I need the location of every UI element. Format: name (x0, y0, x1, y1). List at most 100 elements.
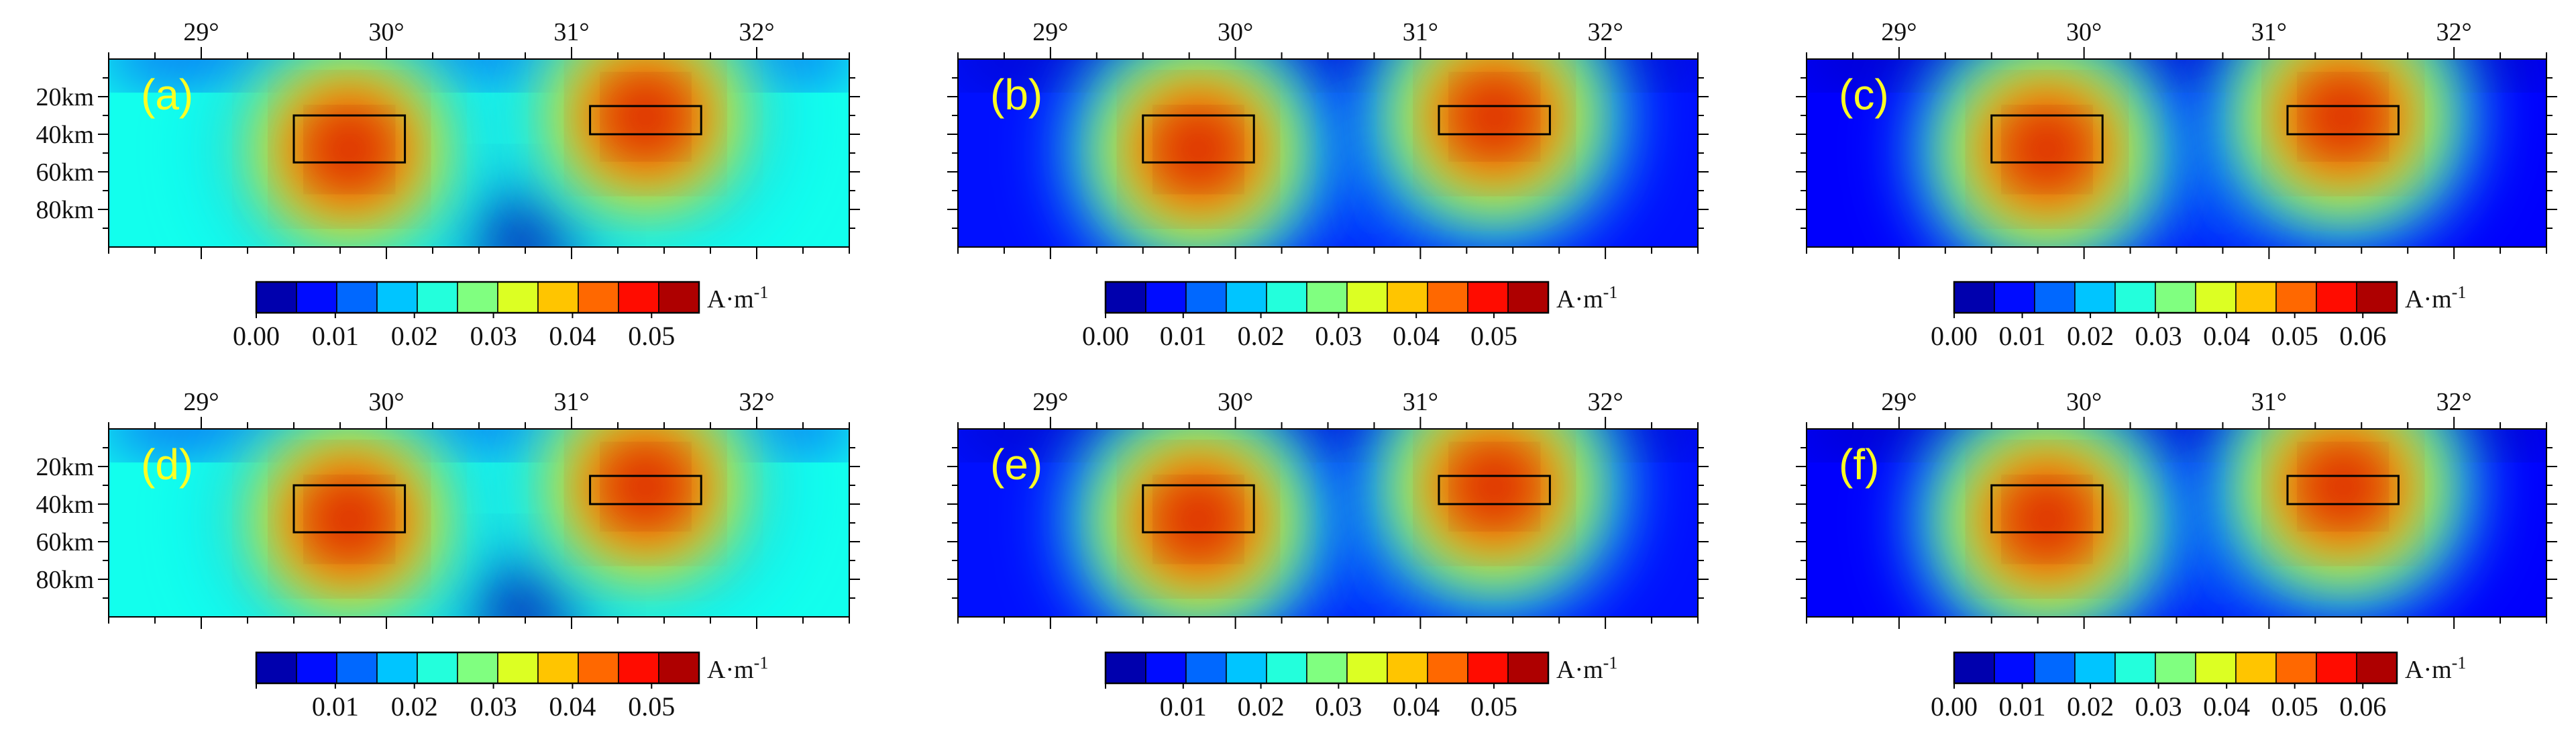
colorbar-segment (296, 652, 337, 684)
y-tick-label: 20km (36, 453, 94, 481)
colorbar: 0.00 0.01 0.02 0.03 0.04 0.05 A·m-1 (1082, 281, 1617, 351)
colorbar-frame (255, 281, 700, 314)
colorbar-frame (1953, 281, 2398, 314)
colorbar-tick-label: 0.03 (1315, 691, 1362, 722)
colorbar-tick-label: 0.06 (2339, 691, 2386, 722)
x-tick-label: 29° (1881, 388, 1917, 416)
colorbar-tick-label: 0.01 (1999, 321, 2046, 351)
colorbar-segment (618, 652, 659, 684)
colorbar-segment (376, 281, 418, 313)
colorbar-unit-exponent: -1 (754, 283, 769, 302)
y-tick-label: 60km (36, 158, 94, 187)
colorbar-segment (497, 652, 539, 684)
source-body-2 (1438, 475, 1551, 505)
x-tick-label: 32° (739, 18, 774, 46)
x-tick-label: 30° (368, 388, 404, 416)
panel-e: 29° 30° 31° 32° (e) 0.01 0.02 0.03 0.04 0.05 A·m-1 (947, 388, 1709, 722)
colorbar-tick-label: 0.02 (1238, 691, 1285, 722)
colorbar-segment (2356, 281, 2398, 313)
y-tick-label: 40km (36, 491, 94, 519)
anomaly-1-layer-5 (2024, 497, 2070, 542)
colorbar-tick-label: 0.03 (470, 321, 517, 351)
colorbar-segment (1994, 652, 2035, 684)
x-tick-label: 30° (2066, 18, 2102, 46)
x-tick-label: 32° (1588, 388, 1623, 416)
colorbar-segment (2074, 652, 2116, 684)
x-tick-label: 30° (1218, 388, 1253, 416)
colorbar-tick-label: 0.05 (628, 691, 675, 722)
colorbar-segment (1185, 281, 1227, 313)
colorbar-segment (2114, 652, 2156, 684)
colorbar-segment (2356, 652, 2398, 684)
colorbar-tick-label: 0.05 (1470, 691, 1517, 722)
x-tick-label: 32° (2436, 388, 2472, 416)
panel-label: (f) (1839, 440, 1879, 489)
colorbar-segment (336, 281, 378, 313)
source-body-1 (1990, 114, 2104, 164)
y-tick-label: 60km (36, 528, 94, 556)
colorbar-unit-exponent: -1 (2452, 653, 2467, 673)
colorbar-segment (376, 652, 418, 684)
colorbar-tick-label: 0.04 (2203, 691, 2250, 722)
anomaly-2-layer-5 (1471, 94, 1517, 140)
heatmap-area (958, 59, 1698, 247)
x-tick-label: 31° (1403, 18, 1438, 46)
colorbar-unit: A·m-1 (2405, 653, 2466, 684)
colorbar-segment (1105, 281, 1146, 313)
colorbar-segment (1306, 281, 1348, 313)
source-body-1 (1990, 484, 2104, 534)
anomaly-2-layer-5 (623, 94, 669, 140)
colorbar-segment (578, 281, 619, 313)
colorbar-segment (256, 652, 297, 684)
anomaly-2-layer-5 (1471, 464, 1517, 509)
colorbar-tick-label: 0.02 (2067, 321, 2114, 351)
panel-label: (d) (141, 440, 193, 489)
colorbar-tick-label: 0.02 (2067, 691, 2114, 722)
colorbar-segment (497, 281, 539, 313)
source-body-2 (589, 105, 702, 136)
colorbar-unit: A·m-1 (707, 653, 768, 684)
x-tick-label: 30° (368, 18, 404, 46)
colorbar-tick-label: 0.01 (312, 321, 359, 351)
colorbar-segment (296, 281, 337, 313)
colorbar-unit-exponent: -1 (1603, 653, 1618, 673)
anomaly-1-layer-5 (1175, 127, 1222, 172)
colorbar-segment (2235, 652, 2277, 684)
colorbar-segment (2275, 281, 2317, 313)
colorbar-segment (1427, 652, 1468, 684)
panel-label: (a) (141, 70, 193, 119)
colorbar-tick-label: 0.04 (549, 691, 596, 722)
colorbar-unit: A·m-1 (1556, 283, 1617, 313)
colorbar: 0.00 0.01 0.02 0.03 0.04 0.05 0.06 A·m-1 (1931, 281, 2466, 351)
colorbar-tick-label: 0.03 (2135, 321, 2182, 351)
x-tick-label: 31° (2251, 388, 2287, 416)
colorbar-segment (1953, 281, 1995, 313)
panel-label: (b) (990, 70, 1042, 119)
colorbar-segment (1105, 652, 1146, 684)
anomaly-2-layer-5 (2320, 94, 2366, 140)
colorbar-segment (2114, 281, 2156, 313)
colorbar-segment (417, 652, 458, 684)
colorbar-frame (1104, 651, 1550, 685)
panel-label: (c) (1839, 70, 1889, 119)
colorbar-segment (1266, 652, 1307, 684)
panel-label: (e) (990, 440, 1042, 489)
colorbar-segment (256, 281, 297, 313)
colorbar-segment (618, 281, 659, 313)
colorbar-tick-label: 0.00 (1931, 321, 1978, 351)
source-body-1 (292, 114, 407, 164)
colorbar-tick-label: 0.02 (1238, 321, 1285, 351)
colorbar-tick-label: 0.02 (391, 321, 438, 351)
colorbar-segment (1387, 652, 1428, 684)
colorbar-segment (457, 281, 498, 313)
colorbar-tick-label: 0.06 (2339, 321, 2386, 351)
colorbar-unit: A·m-1 (2405, 283, 2466, 313)
x-tick-label: 30° (2066, 388, 2102, 416)
y-tick-label: 20km (36, 83, 94, 111)
x-tick-label: 29° (1032, 388, 1068, 416)
low-anomaly (465, 191, 586, 247)
source-body-2 (2286, 105, 2400, 136)
colorbar-segment (2034, 281, 2076, 313)
colorbar-tick-label: 0.03 (1315, 321, 1362, 351)
